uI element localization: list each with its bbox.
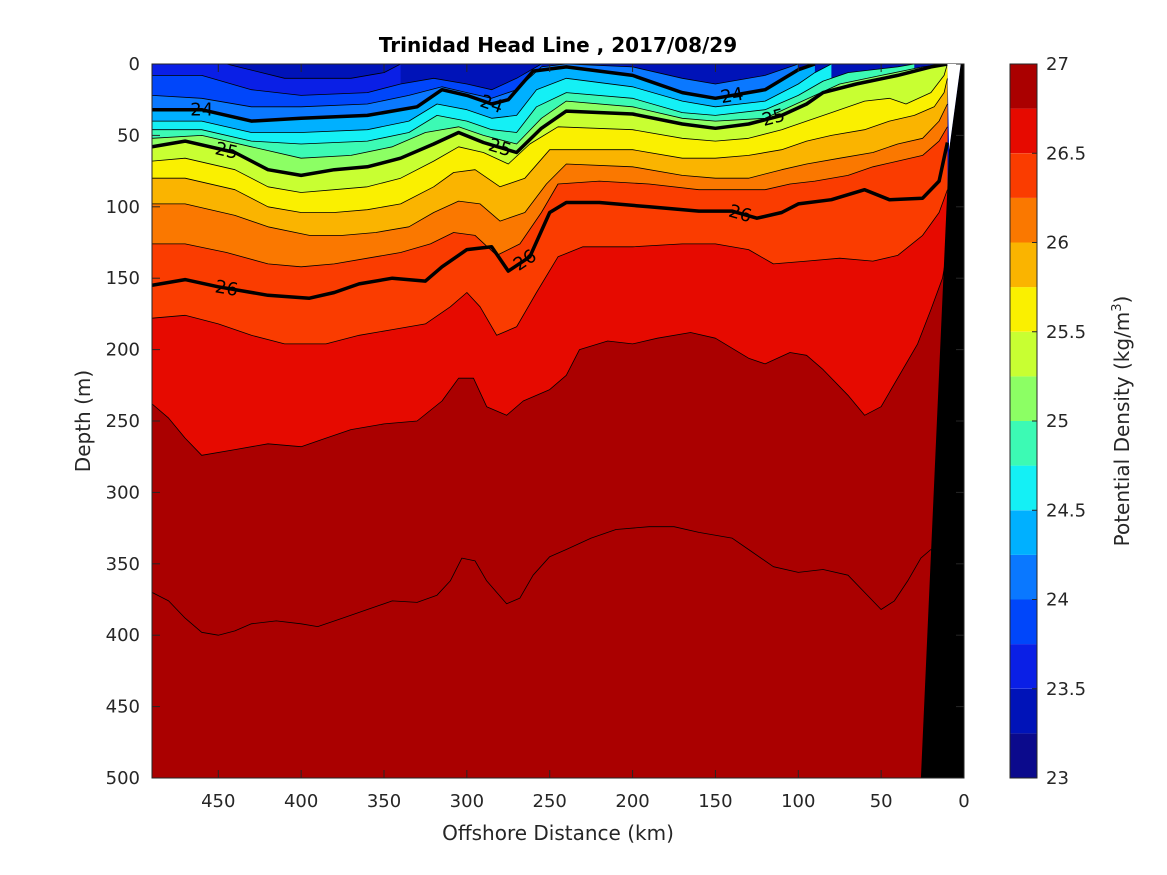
- isopycnal-line: [152, 64, 945, 159]
- y-tick-label: 350: [106, 554, 140, 575]
- colorbar-tick-label: 24.5: [1046, 500, 1086, 521]
- colorbar-swatch: [1010, 64, 1037, 109]
- isopycnal-line: [152, 78, 948, 213]
- contour-label: 25: [213, 138, 240, 164]
- colorbar-tick-label: 23.5: [1046, 679, 1086, 700]
- colorbar-label: Potential Density (kg/m3): [1110, 296, 1134, 547]
- y-tick-label: 400: [106, 625, 140, 646]
- colorbar-swatch: [1010, 644, 1037, 689]
- x-tick-label: 0: [958, 791, 969, 812]
- colorbar-tick-label: 25: [1046, 411, 1069, 432]
- colorbar-swatch: [1010, 465, 1037, 511]
- isopycnal-line: [152, 189, 948, 345]
- isopycnal-line: [152, 64, 948, 193]
- colorbar-swatch: [1010, 554, 1037, 600]
- colorbar-swatch: [1010, 287, 1037, 332]
- colorbar-swatch: [1010, 376, 1037, 421]
- isopycnal-line: [152, 126, 948, 268]
- colorbar-tick-label: 23: [1046, 768, 1069, 789]
- y-tick-label: 50: [117, 125, 140, 146]
- colorbar-swatch: [1010, 599, 1037, 645]
- contour-label: 24: [190, 100, 213, 121]
- colorbar-label-sup: 3: [1110, 303, 1125, 311]
- density-fills: [152, 64, 964, 778]
- y-tick-label: 0: [129, 54, 140, 75]
- colorbar-swatch: [1010, 108, 1037, 154]
- y-tick-label: 450: [106, 697, 140, 718]
- chart-title: Trinidad Head Line , 2017/08/29: [379, 33, 737, 57]
- labeled-isopycnal-line: [152, 142, 950, 300]
- y-axis-ticks: 0 50 100 150 200 250 300 350 400 450 500: [106, 54, 964, 789]
- density-layer: [152, 526, 940, 778]
- y-axis-label: Depth (m): [71, 370, 95, 472]
- colorbar-tick-label: 24: [1046, 590, 1069, 611]
- isopycnal-line: [152, 526, 940, 636]
- x-axis-ticks: 450 400 350 300 250 200 150 100 50 0: [201, 64, 970, 812]
- x-axis-label: Offshore Distance (km): [442, 821, 674, 845]
- labeled-isopycnal-line: [152, 64, 948, 178]
- y-tick-label: 100: [106, 197, 140, 218]
- colorbar-swatch: [1010, 510, 1037, 555]
- svg-text:25: 25: [213, 138, 240, 164]
- y-tick-label: 250: [106, 411, 140, 432]
- x-tick-label: 200: [615, 791, 649, 812]
- x-tick-label: 250: [533, 791, 567, 812]
- colorbar-label-main: Potential Density (kg/m: [1110, 312, 1134, 547]
- isopycnal-line: [152, 64, 915, 145]
- x-tick-label: 100: [781, 791, 815, 812]
- isopycnal-line: [152, 64, 542, 96]
- isopycnal-line: [152, 249, 948, 456]
- seafloor-mask: [920, 64, 964, 778]
- y-tick-label: 200: [106, 340, 140, 361]
- colorbar: [1009, 63, 1038, 779]
- isopycnal-line: [152, 64, 401, 79]
- isopycnal-line: [152, 64, 832, 133]
- x-tick-label: 350: [367, 791, 401, 812]
- colorbar-label-end: ): [1110, 296, 1134, 304]
- colorbar-swatch: [1010, 242, 1037, 288]
- isopycnal-lines: [152, 64, 950, 636]
- colorbar-tick-label: 25.5: [1046, 322, 1086, 343]
- colorbar-swatch: [1010, 421, 1037, 466]
- contour-label: 26: [213, 276, 239, 301]
- svg-text:26: 26: [213, 276, 239, 301]
- contour-label: 24: [719, 84, 745, 109]
- y-tick-label: 150: [106, 268, 140, 289]
- labeled-isopycnal-line: [152, 64, 816, 123]
- colorbar-swatch: [1010, 688, 1037, 734]
- colorbar-swatch: [1010, 153, 1037, 198]
- x-tick-label: 300: [450, 791, 484, 812]
- svg-text:24: 24: [190, 100, 213, 121]
- y-tick-label: 300: [106, 482, 140, 503]
- colorbar-swatch: [1010, 733, 1037, 778]
- colorbar-tick-label: 26: [1046, 233, 1069, 254]
- colorbar-tick-label: 26.5: [1046, 143, 1086, 164]
- x-tick-label: 400: [284, 791, 318, 812]
- svg-text:24: 24: [719, 84, 745, 109]
- y-tick-label: 500: [106, 768, 140, 789]
- x-tick-label: 150: [698, 791, 732, 812]
- x-tick-label: 450: [201, 791, 235, 812]
- isopycnal-line: [152, 103, 948, 236]
- colorbar-swatch: [1010, 331, 1037, 377]
- no-data-gap: [947, 64, 961, 150]
- isopycnal-line: [152, 64, 799, 108]
- colorbar-swatch: [1010, 197, 1037, 243]
- x-tick-label: 50: [870, 791, 893, 812]
- colorbar-tick-label: 27: [1046, 54, 1069, 75]
- colorbar-ticks: 23 23.5 24 24.5 25 25.5 26 26.5 27: [1032, 54, 1086, 789]
